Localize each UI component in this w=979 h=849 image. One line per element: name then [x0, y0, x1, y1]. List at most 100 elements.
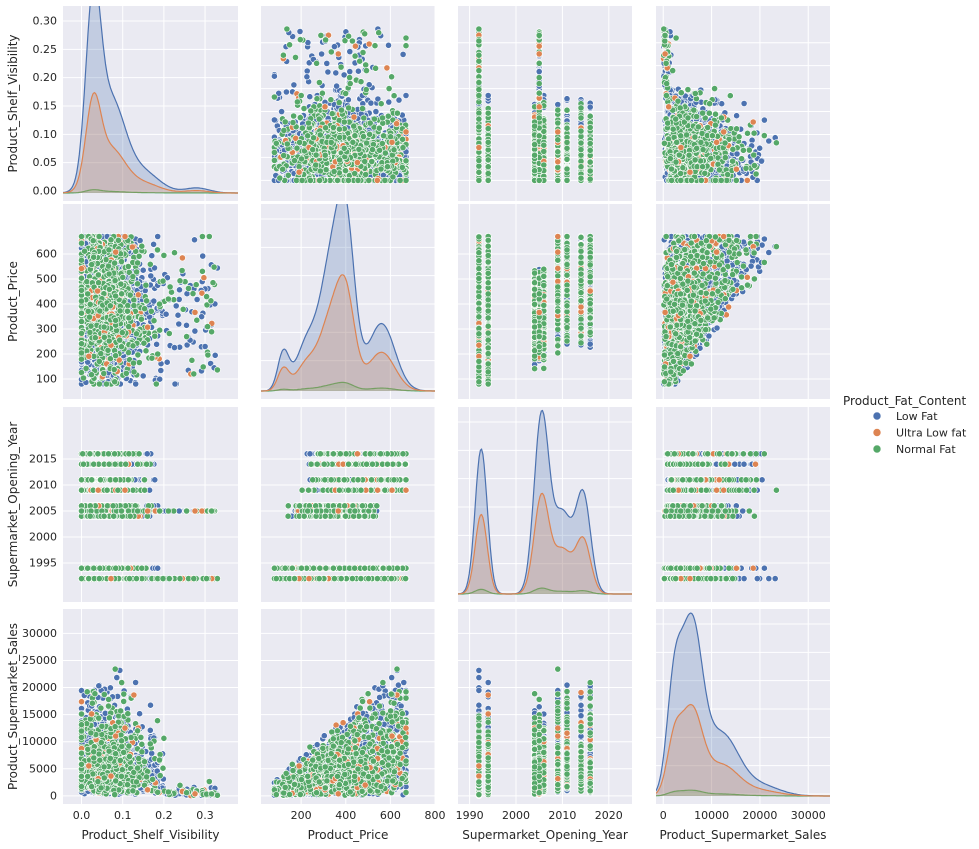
- scatter-point: [336, 156, 343, 164]
- scatter-point: [346, 68, 354, 75]
- scatter-point: [402, 176, 410, 184]
- scatter-point: [329, 124, 337, 131]
- y-tick-label: 0.10: [33, 128, 58, 141]
- scatter-point: [390, 92, 398, 100]
- y-tick-label: 0.30: [33, 15, 58, 28]
- scatter-point: [350, 122, 358, 130]
- scatter-point: [563, 106, 571, 114]
- scatter-point: [383, 64, 391, 72]
- scatter-point: [354, 176, 362, 184]
- panel-background: [63, 6, 238, 201]
- scatter-point: [292, 134, 300, 142]
- scatter-point: [393, 120, 400, 128]
- scatter-point: [378, 140, 386, 147]
- scatter-point: [312, 151, 320, 159]
- scatter-point: [387, 133, 394, 141]
- scatter-point: [388, 73, 395, 81]
- scatter-point: [297, 92, 305, 99]
- scatter-point: [338, 106, 345, 114]
- scatter-point: [535, 74, 543, 81]
- scatter-point: [402, 92, 410, 99]
- scatter-point: [341, 37, 349, 44]
- scatter-point: [375, 29, 383, 37]
- scatter-point: [377, 165, 385, 173]
- scatter-point: [284, 171, 292, 179]
- scatter-point: [535, 42, 543, 50]
- scatter-point: [385, 41, 392, 49]
- scatter-point: [362, 61, 370, 69]
- panel-0-0: 0.000.050.100.150.200.250.30: [33, 6, 238, 201]
- scatter-point: [318, 50, 325, 58]
- scatter-point: [475, 67, 483, 74]
- scatter-point: [321, 151, 329, 159]
- scatter-point: [363, 139, 370, 147]
- panel-grid: 0.000.050.100.150.200.250.30100200300400…: [6, 6, 830, 842]
- scatter-point: [375, 124, 383, 132]
- scatter-point: [361, 158, 369, 165]
- scatter-point: [346, 48, 354, 55]
- scatter-point: [399, 144, 407, 151]
- scatter-point: [357, 78, 365, 86]
- scatter-point: [290, 81, 298, 89]
- scatter-point: [366, 119, 374, 127]
- scatter-point: [586, 103, 594, 111]
- scatter-point: [484, 92, 492, 99]
- scatter-point: [372, 64, 379, 72]
- scatter-point: [336, 133, 343, 141]
- scatter-point: [355, 145, 363, 153]
- scatter-point: [304, 132, 312, 140]
- scatter-point: [346, 80, 354, 87]
- scatter-point: [283, 140, 291, 148]
- scatter-point: [393, 109, 401, 117]
- scatter-point: [289, 119, 297, 126]
- scatter-point: [356, 57, 364, 65]
- panel-content: [270, 25, 410, 184]
- scatter-point: [301, 147, 308, 155]
- scatter-point: [377, 100, 385, 108]
- scatter-point: [282, 88, 290, 96]
- scatter-point: [554, 101, 562, 108]
- scatter-point: [335, 99, 343, 106]
- scatter-point: [330, 43, 338, 50]
- scatter-point: [293, 144, 301, 152]
- scatter-point: [312, 161, 320, 169]
- panel-content: [63, 6, 238, 194]
- scatter-point: [334, 50, 342, 58]
- scatter-point: [475, 51, 483, 59]
- scatter-point: [373, 176, 381, 184]
- scatter-point: [303, 67, 311, 75]
- panel-0-2: [458, 6, 632, 201]
- scatter-point: [295, 163, 303, 170]
- scatter-point: [310, 134, 317, 142]
- scatter-point: [322, 36, 329, 44]
- scatter-point: [280, 126, 288, 134]
- scatter-point: [346, 74, 353, 81]
- scatter-point: [315, 79, 323, 86]
- scatter-point: [309, 146, 317, 153]
- scatter-point: [390, 146, 398, 154]
- scatter-point: [342, 167, 349, 175]
- scatter-point: [402, 42, 410, 50]
- scatter-point: [475, 109, 483, 117]
- scatter-point: [313, 95, 321, 103]
- scatter-point: [360, 114, 368, 122]
- scatter-point: [372, 108, 380, 115]
- panel-0-1: [261, 6, 436, 201]
- scatter-point: [303, 73, 311, 81]
- scatter-point: [337, 63, 345, 71]
- scatter-point: [366, 130, 373, 138]
- scatter-point: [315, 115, 323, 123]
- scatter-point: [351, 42, 359, 50]
- scatter-point: [389, 173, 397, 181]
- scatter-point: [381, 149, 389, 157]
- scatter-point: [535, 68, 543, 75]
- scatter-point: [402, 157, 410, 165]
- scatter-point: [323, 60, 331, 67]
- scatter-point: [286, 41, 293, 49]
- scatter-point: [291, 157, 298, 164]
- kde-fill-normal-fat: [63, 189, 238, 193]
- scatter-point: [535, 89, 543, 97]
- scatter-point: [332, 69, 340, 77]
- scatter-point: [380, 132, 387, 140]
- scatter-point: [270, 72, 278, 80]
